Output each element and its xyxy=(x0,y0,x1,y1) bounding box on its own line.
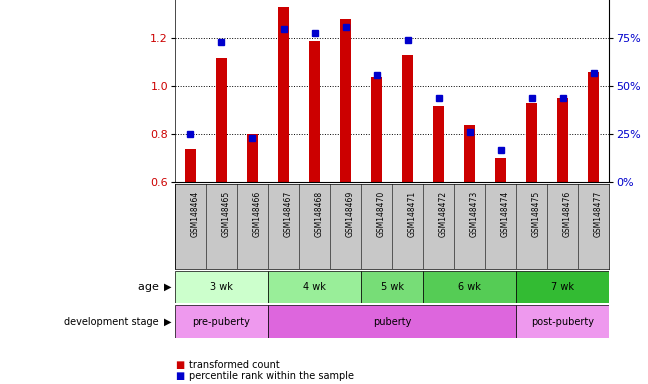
Text: GSM148473: GSM148473 xyxy=(470,191,479,237)
Text: 6 wk: 6 wk xyxy=(458,282,481,292)
Bar xyxy=(433,106,444,182)
Text: 3 wk: 3 wk xyxy=(210,282,233,292)
Bar xyxy=(175,271,268,303)
Bar xyxy=(340,19,351,182)
Text: development stage: development stage xyxy=(64,316,162,327)
Bar xyxy=(516,305,609,338)
Text: GSM148472: GSM148472 xyxy=(439,191,448,237)
Text: GSM148475: GSM148475 xyxy=(531,191,540,237)
Bar xyxy=(309,41,320,182)
Bar xyxy=(268,305,516,338)
Text: percentile rank within the sample: percentile rank within the sample xyxy=(189,371,354,381)
Text: age: age xyxy=(137,282,162,292)
Text: GSM148467: GSM148467 xyxy=(284,191,292,237)
Text: 5 wk: 5 wk xyxy=(380,282,404,292)
Text: ▶: ▶ xyxy=(164,282,172,292)
Text: ▶: ▶ xyxy=(164,316,172,327)
Bar xyxy=(268,271,361,303)
Text: ■: ■ xyxy=(175,371,184,381)
Text: GSM148469: GSM148469 xyxy=(345,191,354,237)
Bar xyxy=(247,134,258,182)
Text: pre-puberty: pre-puberty xyxy=(192,316,250,327)
Text: GSM148466: GSM148466 xyxy=(253,191,262,237)
Bar xyxy=(588,72,599,182)
Bar xyxy=(216,58,227,182)
Bar xyxy=(361,271,423,303)
Bar xyxy=(423,271,516,303)
Bar xyxy=(175,305,268,338)
Text: GSM148476: GSM148476 xyxy=(562,191,572,237)
Text: puberty: puberty xyxy=(373,316,411,327)
Text: GSM148470: GSM148470 xyxy=(376,191,386,237)
Bar xyxy=(516,271,609,303)
Text: GSM148474: GSM148474 xyxy=(500,191,509,237)
Text: GSM148464: GSM148464 xyxy=(191,191,200,237)
Text: GSM148477: GSM148477 xyxy=(594,191,603,237)
Bar xyxy=(495,158,506,182)
Text: GSM148471: GSM148471 xyxy=(408,191,417,237)
Text: ■: ■ xyxy=(175,360,184,370)
Text: 4 wk: 4 wk xyxy=(303,282,326,292)
Bar xyxy=(402,55,413,182)
Text: 7 wk: 7 wk xyxy=(551,282,574,292)
Text: GSM148465: GSM148465 xyxy=(222,191,231,237)
Bar xyxy=(278,7,289,182)
Bar xyxy=(557,98,568,182)
Bar xyxy=(526,103,537,182)
Text: transformed count: transformed count xyxy=(189,360,280,370)
Bar xyxy=(464,125,475,182)
Bar xyxy=(371,77,382,182)
Text: post-puberty: post-puberty xyxy=(531,316,594,327)
Text: GSM148468: GSM148468 xyxy=(314,191,323,237)
Bar xyxy=(185,149,196,182)
